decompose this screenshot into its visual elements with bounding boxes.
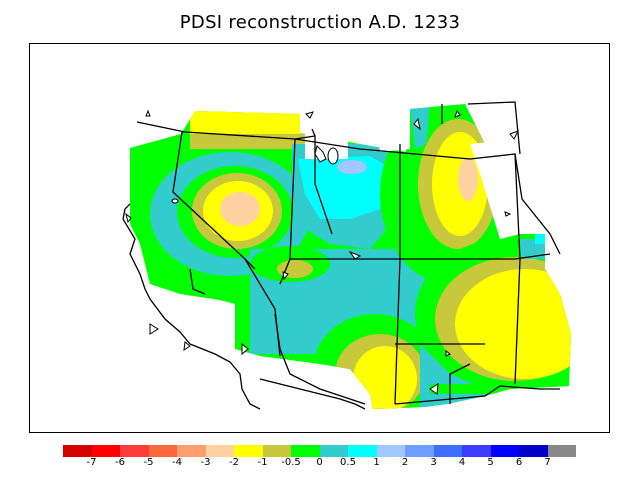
- colorbar-swatch: [376, 445, 405, 457]
- colorbar-tick-label: -3: [200, 457, 211, 468]
- colorbar-swatch: [205, 445, 234, 457]
- pdsi-zone-yellow: [455, 269, 571, 379]
- colorbar-swatch: [262, 445, 291, 457]
- colorbar-swatch: [490, 445, 519, 457]
- colorbar-tick-label: -0.5: [281, 457, 301, 468]
- colorbar-tick-label: 1: [373, 457, 380, 468]
- lakes-and-islands: [125, 109, 520, 395]
- colorbar-swatch: [91, 445, 120, 457]
- colorbar-swatch: [348, 445, 377, 457]
- pdsi-zone-yellow: [190, 104, 300, 134]
- pdsi-zone-olive: [277, 260, 313, 278]
- pdsi-map: [122, 101, 571, 410]
- colorbar-swatch: [148, 445, 177, 457]
- pdsi-zone-peach: [220, 192, 260, 226]
- pdsi-zone-lightblue: [337, 160, 367, 174]
- colorbar-swatch: [519, 445, 548, 457]
- colorbar-tick-label: 6: [515, 457, 523, 468]
- colorbar-swatch: [462, 445, 491, 457]
- pdsi-zone-cyan: [535, 234, 571, 244]
- map-title: PDSI reconstruction A.D. 1233: [179, 12, 461, 33]
- colorbar-tick-label: -4: [172, 457, 182, 468]
- colorbar-swatch: [234, 445, 263, 457]
- pdsi-zone-peach: [458, 157, 478, 201]
- colorbar-tick-label: 2: [401, 457, 409, 468]
- colorbar-swatch: [291, 445, 320, 457]
- pdsi-zone-yellow: [353, 346, 417, 409]
- colorbar-swatch: [120, 445, 149, 457]
- colorbar-tick-label: -1: [257, 457, 268, 468]
- colorbar-tick-label: 5: [487, 457, 494, 468]
- pdsi-zone-teal: [520, 239, 571, 259]
- colorbar-tick-label: 4: [458, 457, 466, 468]
- colorbar-swatch: [405, 445, 434, 457]
- colorbar-tick-label: -6: [115, 457, 125, 468]
- colorbar-swatch: [177, 445, 206, 457]
- colorbar-tick-label: -7: [86, 457, 97, 468]
- colorbar-swatch: [547, 445, 576, 457]
- map-frame: [29, 43, 610, 433]
- no-data-area: [375, 102, 410, 152]
- colorbar-tick-label: -2: [229, 457, 239, 468]
- colorbar-tick-label: 0.5: [340, 457, 356, 468]
- colorbar-swatch: [433, 445, 462, 457]
- colorbar-swatch: [63, 445, 92, 457]
- colorbar-tick-label: 0: [316, 457, 323, 468]
- colorbar-tick-label: -5: [143, 457, 154, 468]
- colorbar-swatch: [319, 445, 348, 457]
- pdsi-zone-green: [430, 384, 570, 394]
- colorbar: [63, 445, 576, 457]
- pdsi-field: [130, 104, 571, 409]
- colorbar-labels: -7 -6 -5 -4 -3 -2 -1 -0.5 0 0.5 1 2 3 4 5 6 7: [0, 457, 640, 473]
- state-boundaries: [122, 101, 561, 410]
- colorbar-tick-label: 7: [544, 457, 551, 468]
- colorbar-tick-label: 3: [430, 457, 437, 468]
